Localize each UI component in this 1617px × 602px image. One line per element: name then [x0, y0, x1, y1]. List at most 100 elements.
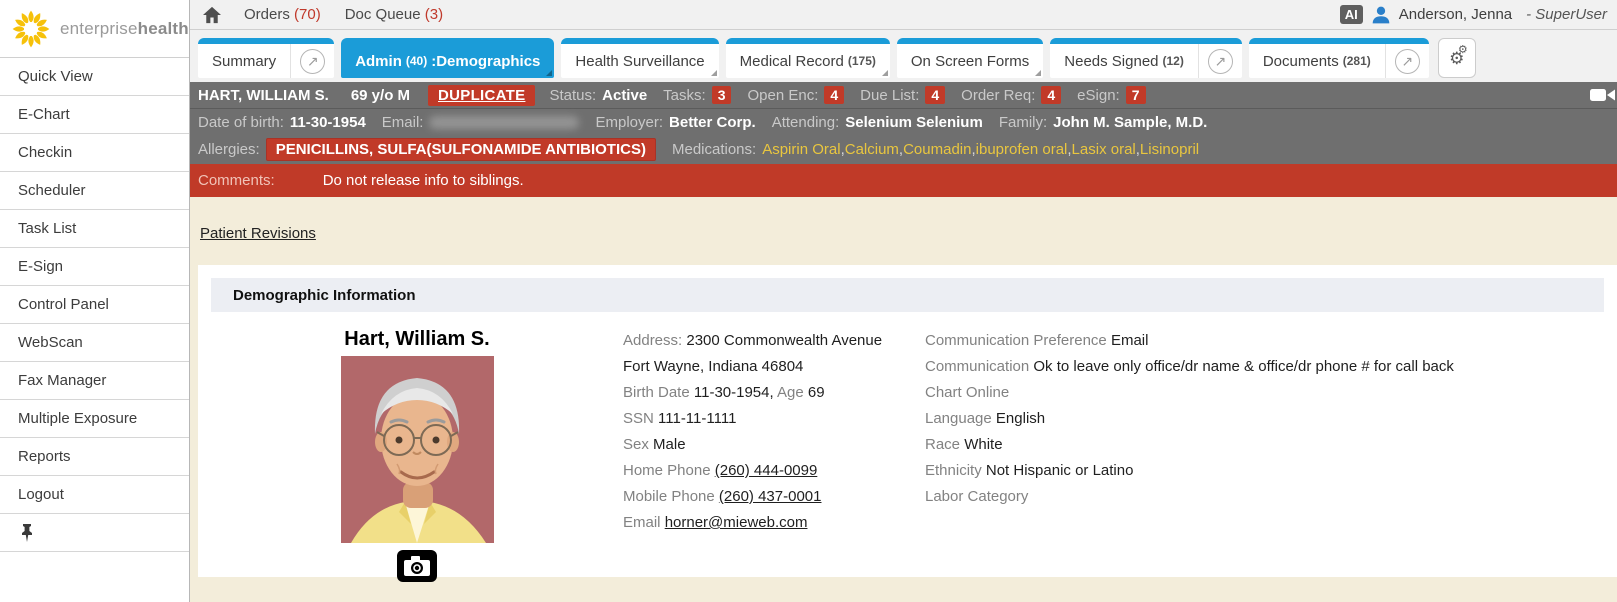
email-redacted-value [429, 115, 580, 129]
sidebar-pin-button[interactable] [0, 514, 189, 552]
allergies-label: Allergies: [198, 141, 260, 158]
main-area: Orders (70) Doc Queue (3) AI Anderson, J… [190, 0, 1617, 602]
brand-logo: enterprisehealth [0, 0, 189, 58]
language-field: Language English [925, 410, 1046, 427]
demographics-panel: Demographic Information Hart, William S. [198, 265, 1617, 582]
sidebar-item-quick-view[interactable]: Quick View [0, 58, 189, 96]
sidebar-item-scheduler[interactable]: Scheduler [0, 172, 189, 210]
email-link[interactable]: horner@mieweb.com [664, 514, 808, 531]
demographics-body: Hart, William S. [211, 312, 1617, 582]
sidebar-item-e-chart[interactable]: E-Chart [0, 96, 189, 134]
demographics-right-fields: Communication Preference Email Communica… [925, 328, 1454, 582]
patient-photo-column: Hart, William S. [211, 328, 623, 582]
tab-on-screen-forms[interactable]: On Screen Forms [896, 38, 1044, 78]
sidebar-item-logout[interactable]: Logout [0, 476, 189, 514]
comments-text: Do not release info to siblings. [322, 172, 524, 189]
tab-summary-label: Summary [198, 44, 291, 78]
content-area: Patient Revisions Demographic Informatio… [190, 197, 1617, 602]
med-separator: , [898, 141, 904, 158]
sex-field: Sex Male [623, 436, 686, 453]
tab-health-surveillance[interactable]: Health Surveillance [561, 38, 719, 78]
video-call-button[interactable] [1590, 87, 1616, 103]
sidebar-item-checkin[interactable]: Checkin [0, 134, 189, 172]
popout-icon: ↗ [300, 48, 326, 74]
sidebar-item-task-list[interactable]: Task List [0, 210, 189, 248]
tab-admin-label: Admin (40):Demographics [341, 44, 555, 78]
tab-settings-button[interactable]: ⚙ ⚙ [1437, 38, 1476, 78]
employer-label: Employer: [595, 113, 664, 131]
order-req-count-badge[interactable]: 4 [1041, 86, 1062, 104]
medication-link[interactable]: Lisinopril [1139, 141, 1200, 158]
tab-needs-signed-popout[interactable]: ↗ [1197, 44, 1242, 78]
tab-documents-popout[interactable]: ↗ [1384, 44, 1429, 78]
tab-menu-fold-icon [1035, 70, 1042, 76]
tab-stripe [1248, 38, 1429, 44]
sidebar-item-fax-manager[interactable]: Fax Manager [0, 362, 189, 400]
sidebar-item-control-panel[interactable]: Control Panel [0, 286, 189, 324]
sidebar-item-multiple-exposure[interactable]: Multiple Exposure [0, 400, 189, 438]
tab-summary[interactable]: Summary ↗ [198, 38, 335, 78]
medication-link[interactable]: Coumadin [903, 141, 972, 158]
video-camera-icon [1590, 89, 1615, 101]
sidebar-item-reports[interactable]: Reports [0, 438, 189, 476]
tab-admin-demographics[interactable]: Admin (40):Demographics [341, 38, 555, 78]
tab-medical-record-label: Medical Record (175) [725, 44, 890, 78]
tab-documents-label: Documents (281) [1248, 44, 1385, 78]
orders-count: (70) [294, 6, 321, 23]
communication-field: Communication Ok to leave only office/dr… [925, 358, 1454, 375]
user-role: - SuperUser [1526, 6, 1607, 23]
tab-needs-signed[interactable]: Needs Signed (12) ↗ [1050, 38, 1242, 78]
dob-value: 11-30-1954 [289, 113, 366, 131]
due-list-count-badge[interactable]: 4 [925, 86, 946, 104]
tab-medical-record[interactable]: Medical Record (175) [725, 38, 890, 78]
open-enc-count-badge[interactable]: 4 [824, 86, 845, 104]
tasks-count-badge[interactable]: 3 [711, 86, 732, 104]
family-value: John M. Sample, M.D. [1053, 113, 1208, 131]
section-title: Demographic Information [211, 278, 1604, 312]
user-name[interactable]: Anderson, Jenna [1398, 6, 1513, 23]
medication-link[interactable]: Aspirin Oral [762, 141, 841, 158]
sidebar: enterprisehealth Quick View E-Chart Chec… [0, 0, 190, 602]
medication-link[interactable]: Lasix oral [1071, 141, 1136, 158]
address-field: Address: 2300 Commonwealth Avenue Fort Wa… [623, 332, 883, 375]
doc-queue-link[interactable]: Doc Queue (3) [344, 6, 444, 23]
dob-label: Date of birth: [198, 113, 284, 131]
patient-banner-row-1: HART, WILLIAM S. 69 y/o M DUPLICATE Stat… [190, 82, 1617, 109]
tab-documents[interactable]: Documents (281) ↗ [1248, 38, 1429, 78]
patient-revisions-link[interactable]: Patient Revisions [200, 225, 316, 242]
open-enc-label: Open Enc: [747, 86, 819, 104]
sidebar-item-webscan[interactable]: WebScan [0, 324, 189, 362]
allergies-value[interactable]: PENICILLINS, SULFA(SULFONAMIDE ANTIBIOTI… [265, 138, 656, 161]
birth-date-field: Birth Date 11-30-1954, Age 69 [623, 384, 825, 401]
ssn-field: SSN 111-11-1111 [623, 410, 737, 427]
orders-link[interactable]: Orders (70) [244, 6, 321, 23]
due-list-label: Due List: [860, 86, 920, 104]
sidebar-item-e-sign[interactable]: E-Sign [0, 248, 189, 286]
family-label: Family: [998, 113, 1048, 131]
sun-logo-icon [12, 10, 50, 47]
medication-link[interactable]: Calcium [844, 141, 899, 158]
update-photo-button[interactable] [397, 550, 437, 582]
mobile-phone-link[interactable]: (260) 437-0001 [718, 488, 822, 505]
chart-tab-bar: Summary ↗ Admin (40):Demographics Health… [190, 30, 1617, 82]
duplicate-flag[interactable]: DUPLICATE [428, 84, 536, 106]
tab-stripe [896, 38, 1044, 44]
medication-link[interactable]: ibuprofen oral [975, 141, 1068, 158]
ai-badge[interactable]: AI [1339, 5, 1363, 24]
tab-on-screen-forms-label: On Screen Forms [896, 44, 1044, 78]
race-field: Race White [925, 436, 1003, 453]
esign-count-badge[interactable]: 7 [1125, 86, 1146, 104]
home-button[interactable] [202, 6, 222, 24]
tab-menu-fold-icon [881, 70, 888, 76]
chart-online-field: Chart Online [925, 384, 1010, 401]
employer-value: Better Corp. [669, 113, 756, 131]
tab-health-surveillance-label: Health Surveillance [561, 44, 719, 78]
comments-label: Comments: [198, 172, 275, 189]
status-value: Active [602, 86, 648, 104]
camera-icon [397, 550, 437, 582]
tab-stripe [341, 38, 555, 44]
home-phone-link[interactable]: (260) 444-0099 [714, 462, 818, 479]
med-separator: , [1135, 141, 1140, 158]
tab-summary-popout[interactable]: ↗ [290, 44, 335, 78]
